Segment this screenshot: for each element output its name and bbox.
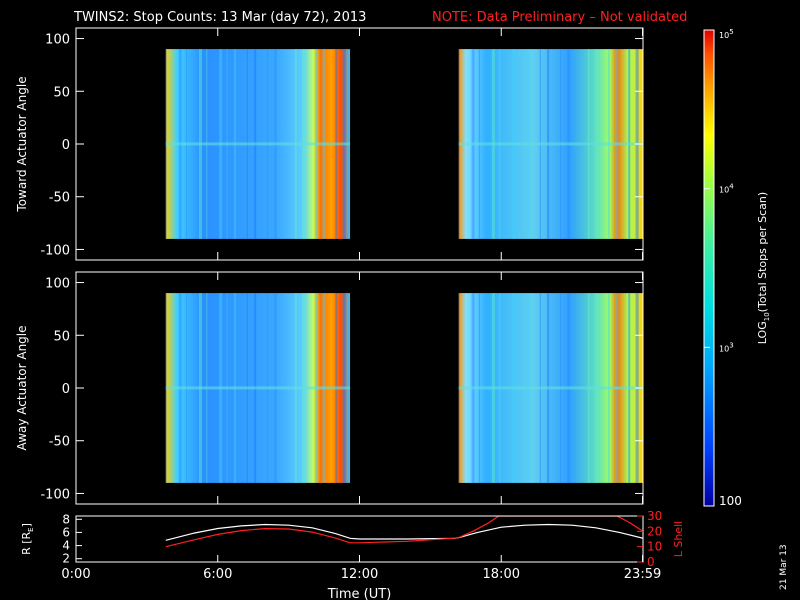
y-tick-label: 50 [53, 85, 70, 100]
x-tick-label: 18:00 [483, 567, 520, 582]
x-tick-label: 12:00 [341, 567, 378, 582]
y-axis-label: Away Actuator Angle [15, 325, 29, 450]
date-stamp: 21 Mar 13 [779, 544, 789, 590]
zero-angle-band [458, 142, 643, 146]
y-right-tick-label: 20 [647, 524, 662, 538]
colorbar: 100 103 104 105 LOG10(Total Stops per Scan) [703, 28, 771, 508]
preliminary-note: NOTE: Data Preliminary – Not validated [432, 10, 687, 25]
lshell-series-line [165, 516, 643, 548]
y-tick-label: 4 [62, 539, 70, 553]
zero-angle-band [458, 386, 643, 390]
colorbar-ticks: 100 103 104 105 [704, 28, 742, 508]
colorbar-tick-label: 104 [719, 183, 734, 195]
x-tick-label: 0:00 [61, 567, 90, 582]
y-right-tick-label: 0 [647, 555, 655, 569]
y-right-tick-label: 30 [647, 509, 662, 523]
colorbar-scale [703, 29, 715, 507]
away-panel: -100 -50 0 50 100 Away Actuator Angle [15, 271, 644, 505]
y-tick-label: 100 [45, 33, 70, 48]
colorbar-label: LOG10(Total Stops per Scan) [756, 192, 771, 344]
toward-panel: -100 -50 0 50 100 Toward Actuator Angle [15, 27, 644, 261]
y-tick-label: 50 [53, 329, 70, 344]
y-right-tick-label: 10 [647, 540, 662, 554]
y-tick-label: 8 [62, 512, 70, 526]
y-tick-label: -50 [49, 191, 70, 206]
chart-title: TWINS2: Stop Counts: 13 Mar (day 72), 20… [73, 10, 366, 25]
y-axis-label-left: R [RE] [20, 523, 35, 555]
y-tick-label: -100 [40, 487, 70, 502]
y-tick-label: 2 [62, 552, 70, 566]
x-tick-label: 23:59 [624, 567, 661, 582]
zero-angle-band [165, 386, 351, 390]
zero-angle-band [165, 142, 351, 146]
y-tick-label: -50 [49, 435, 70, 450]
colorbar-tick-label: 100 [719, 494, 742, 508]
x-tick-label: 6:00 [203, 567, 232, 582]
y-axis-label-right: L Shell [672, 521, 685, 557]
colorbar-tick-label: 105 [719, 28, 734, 40]
x-axis-label: Time (UT) [327, 587, 392, 600]
y-tick-label: 100 [45, 277, 70, 292]
y-tick-label: 6 [62, 525, 70, 539]
y-tick-label: 0 [62, 382, 70, 397]
y-tick-label: 0 [62, 138, 70, 153]
y-tick-label: -100 [40, 243, 70, 258]
y-axis-label: Toward Actuator Angle [15, 76, 29, 212]
colorbar-tick-label: 103 [719, 341, 734, 353]
r-series-line [165, 523, 643, 541]
